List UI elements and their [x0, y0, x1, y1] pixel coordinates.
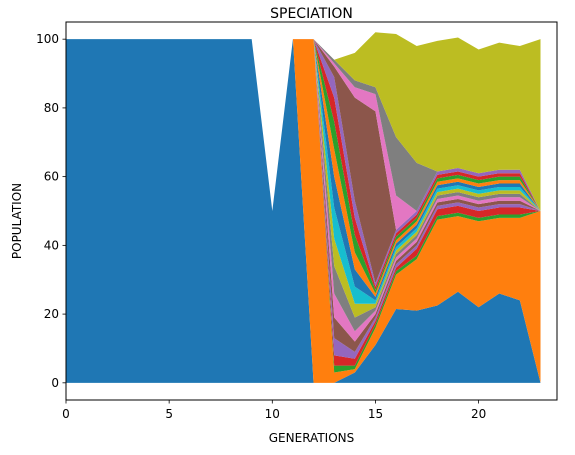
area-series-0: [66, 39, 541, 383]
x-tick-label: 0: [62, 407, 70, 421]
x-axis-ticks: 0 5 10 15 20: [62, 400, 486, 421]
y-tick-label: 0: [51, 376, 59, 390]
y-tick-label: 100: [36, 32, 59, 46]
area-series-18: [66, 32, 541, 212]
x-tick-label: 20: [471, 407, 486, 421]
chart-title: SPECIATION: [270, 6, 353, 22]
area-series-group: [66, 32, 541, 383]
y-axis-label: POPULATION: [10, 183, 24, 259]
x-axis-label: GENERATIONS: [269, 431, 354, 445]
area-series-17: [66, 39, 541, 212]
y-tick-label: 40: [44, 238, 59, 252]
plot-frame: [65, 21, 558, 401]
x-tick-label: 5: [165, 407, 173, 421]
y-axis-ticks: 0 20 40 60 80 100: [36, 32, 66, 390]
x-tick-label: 15: [368, 407, 383, 421]
y-tick-label: 80: [44, 101, 59, 115]
area-series-1: [66, 39, 541, 383]
x-tick-label: 10: [265, 407, 280, 421]
y-tick-label: 20: [44, 307, 59, 321]
y-tick-label: 60: [44, 170, 59, 184]
